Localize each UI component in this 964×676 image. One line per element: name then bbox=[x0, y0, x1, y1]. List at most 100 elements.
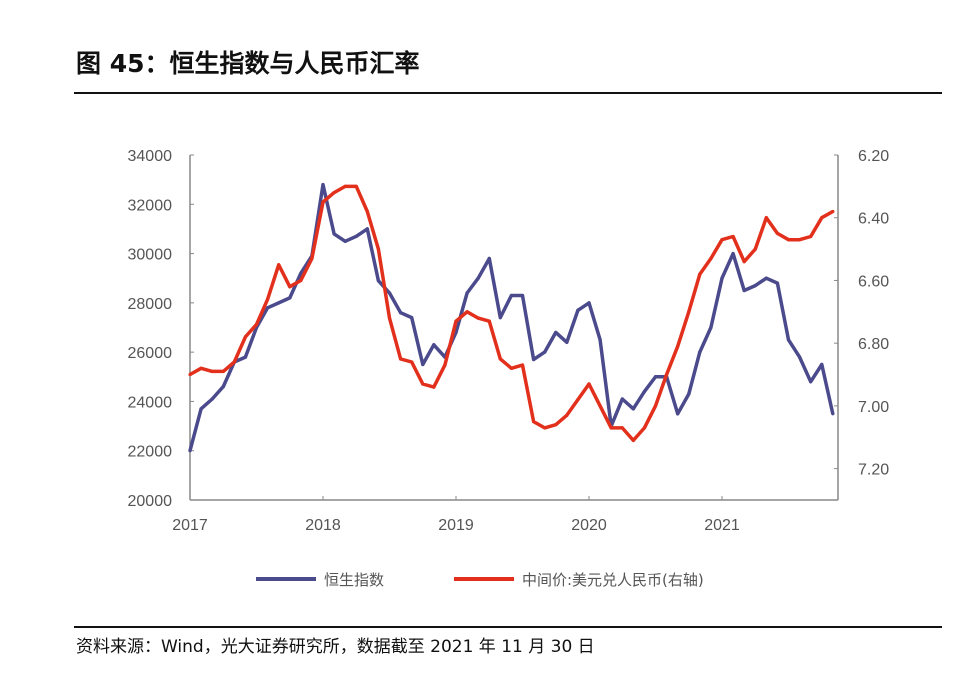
left-tick-label: 20000 bbox=[128, 493, 173, 510]
data-point bbox=[398, 311, 403, 315]
data-point bbox=[332, 191, 336, 195]
data-point bbox=[664, 372, 669, 377]
data-point bbox=[421, 382, 425, 386]
data-point bbox=[454, 330, 458, 335]
data-point bbox=[288, 285, 292, 289]
x-tick-label: 2017 bbox=[172, 517, 208, 534]
data-point bbox=[720, 238, 724, 242]
data-point bbox=[709, 325, 713, 330]
data-point bbox=[321, 182, 325, 187]
legend-label-cny: 中间价:美元兑人民币(右轴) bbox=[522, 571, 704, 589]
series-line-cny bbox=[189, 184, 834, 443]
data-point bbox=[820, 362, 824, 367]
data-point bbox=[797, 238, 802, 242]
data-point bbox=[465, 310, 469, 314]
left-tick-label: 22000 bbox=[128, 444, 173, 461]
data-point bbox=[598, 404, 602, 408]
data-point bbox=[343, 184, 347, 188]
data-point bbox=[476, 276, 480, 280]
data-point bbox=[775, 231, 780, 236]
data-point bbox=[299, 278, 303, 283]
data-point bbox=[232, 360, 236, 364]
right-tick-label: 6.40 bbox=[858, 211, 889, 228]
data-point bbox=[687, 392, 691, 396]
data-point bbox=[487, 319, 491, 323]
data-point bbox=[520, 363, 525, 367]
data-point bbox=[820, 216, 824, 220]
x-tick-label: 2018 bbox=[305, 517, 341, 534]
data-point bbox=[631, 407, 635, 411]
data-point bbox=[764, 216, 768, 220]
data-point bbox=[620, 426, 624, 430]
source-note: 资料来源：Wind，光大证券研究所，数据截至 2021 年 11 月 30 日 bbox=[76, 637, 595, 657]
data-point bbox=[199, 407, 203, 411]
data-point bbox=[443, 363, 447, 367]
data-point bbox=[698, 272, 702, 276]
data-point bbox=[365, 209, 369, 214]
x-tick-label: 2019 bbox=[438, 517, 474, 534]
data-point bbox=[498, 316, 502, 320]
data-point bbox=[509, 293, 514, 298]
axes: 34000 32000 30000 28000 26000 24000 22000 20000… bbox=[128, 148, 890, 534]
data-point bbox=[210, 397, 214, 401]
data-point bbox=[454, 319, 458, 323]
left-tick-label: 24000 bbox=[128, 394, 173, 411]
data-point bbox=[576, 398, 580, 402]
top-divider bbox=[74, 92, 942, 94]
data-point bbox=[509, 366, 514, 370]
data-point bbox=[199, 366, 203, 370]
data-point bbox=[742, 260, 746, 264]
left-tick-label: 30000 bbox=[128, 247, 173, 264]
data-point bbox=[753, 247, 757, 251]
data-point bbox=[797, 355, 802, 359]
data-point bbox=[576, 308, 580, 312]
data-point bbox=[376, 247, 381, 251]
data-point bbox=[354, 184, 358, 188]
data-point bbox=[764, 276, 768, 280]
data-point bbox=[476, 316, 480, 320]
data-point bbox=[731, 234, 735, 239]
data-point bbox=[720, 276, 724, 280]
data-point bbox=[620, 397, 624, 401]
data-point bbox=[543, 350, 547, 354]
chart-title: 图 45：恒生指数与人民币汇率 bbox=[76, 49, 420, 78]
x-tick-label: 2020 bbox=[571, 517, 607, 534]
data-point bbox=[587, 382, 591, 386]
data-point bbox=[554, 423, 558, 427]
data-point bbox=[698, 350, 702, 354]
data-point bbox=[642, 389, 647, 394]
series-lines bbox=[188, 182, 835, 453]
data-point bbox=[299, 271, 303, 275]
data-point bbox=[321, 200, 325, 204]
data-point bbox=[432, 343, 436, 347]
data-point bbox=[753, 284, 757, 288]
data-point bbox=[288, 296, 292, 300]
bottom-divider bbox=[74, 626, 942, 628]
data-point bbox=[432, 385, 436, 389]
right-tick-label: 6.80 bbox=[858, 336, 889, 353]
data-point bbox=[642, 426, 647, 430]
data-point bbox=[332, 232, 336, 236]
data-point bbox=[554, 330, 558, 335]
data-point bbox=[343, 239, 347, 243]
data-point bbox=[410, 316, 414, 320]
data-point bbox=[631, 438, 635, 443]
data-point bbox=[598, 338, 602, 342]
data-point bbox=[687, 310, 691, 314]
data-point bbox=[676, 344, 680, 348]
data-point bbox=[465, 291, 469, 295]
data-point bbox=[365, 227, 369, 231]
data-point bbox=[254, 322, 259, 326]
data-point bbox=[809, 380, 813, 384]
data-point bbox=[653, 404, 658, 408]
data-point bbox=[265, 297, 270, 301]
data-point bbox=[243, 335, 248, 339]
right-tick-label: 6.20 bbox=[858, 148, 889, 165]
data-point bbox=[831, 209, 835, 214]
data-point bbox=[410, 360, 414, 364]
data-point bbox=[265, 306, 270, 310]
left-tick-label: 28000 bbox=[128, 296, 173, 313]
legend-label-hsi: 恒生指数 bbox=[324, 571, 384, 589]
data-point bbox=[653, 375, 658, 379]
